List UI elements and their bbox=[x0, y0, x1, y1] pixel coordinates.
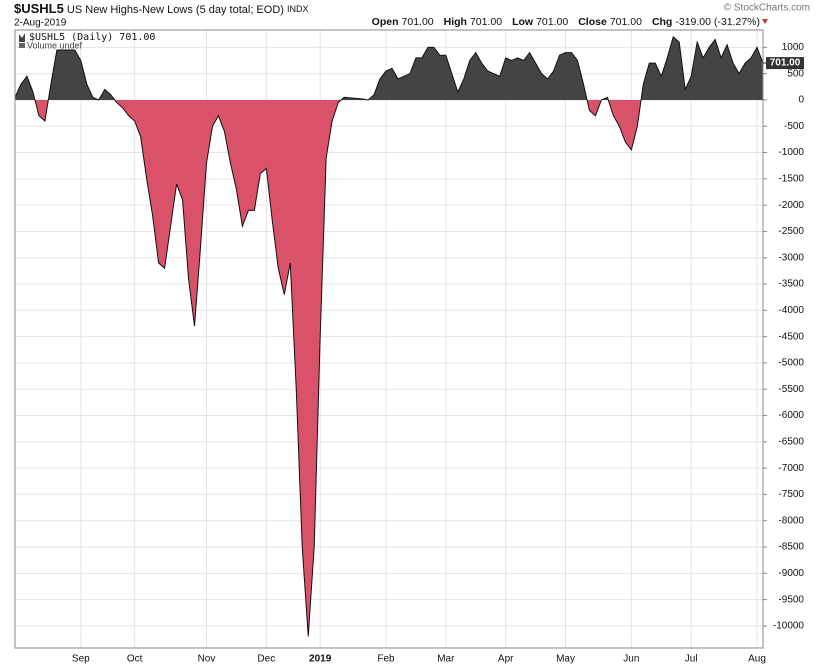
exchange: INDX bbox=[287, 4, 309, 14]
y-tick-label: -6500 bbox=[778, 436, 804, 447]
y-tick-label: -2000 bbox=[778, 200, 804, 211]
quote-label: Open bbox=[372, 16, 399, 28]
quote-label: High bbox=[444, 16, 467, 28]
quote-value: 701.00 bbox=[470, 16, 502, 28]
date: 2-Aug-2019 bbox=[14, 18, 67, 29]
x-tick-label: 2019 bbox=[309, 654, 332, 665]
x-tick-label: May bbox=[556, 654, 575, 665]
quote-value: -319.00 (-31.27%) bbox=[675, 16, 760, 28]
x-tick-label: Mar bbox=[437, 654, 455, 665]
title: US New Highs-New Lows (5 day total; EOD) bbox=[67, 4, 284, 16]
frame bbox=[14, 29, 764, 649]
y-tick-label: 1000 bbox=[782, 42, 805, 53]
y-tick-label: -3500 bbox=[778, 279, 804, 290]
y-tick-label: -2500 bbox=[778, 226, 804, 237]
y-tick-label: -3000 bbox=[778, 252, 804, 263]
y-tick-label: -1500 bbox=[778, 173, 804, 184]
y-tick-label: -8000 bbox=[778, 515, 804, 526]
x-tick-label: Apr bbox=[498, 654, 514, 665]
legend-entry: $USHL5 (Daily) 701.00 bbox=[29, 32, 155, 43]
x-tick-label: Dec bbox=[257, 654, 275, 665]
y-tick-label: -7500 bbox=[778, 489, 804, 500]
legend-entry: Volume undef bbox=[27, 40, 83, 50]
y-tick-label: 0 bbox=[798, 95, 804, 106]
last-value-box bbox=[766, 57, 804, 70]
legend-icon bbox=[19, 43, 25, 48]
symbol: $USHL5 bbox=[14, 1, 64, 16]
x-tick-label: Jul bbox=[685, 654, 698, 665]
y-tick-label: -9000 bbox=[778, 568, 804, 579]
x-tick-label: Oct bbox=[127, 654, 143, 665]
y-tick-label: -8500 bbox=[778, 542, 804, 553]
x-tick-label: Sep bbox=[72, 654, 90, 665]
y-tick-label: -4500 bbox=[778, 331, 804, 342]
x-tick-label: Aug bbox=[748, 654, 766, 665]
y-tick-label: -7000 bbox=[778, 463, 804, 474]
down-arrow bbox=[762, 19, 768, 24]
line bbox=[14, 35, 764, 637]
y-tick-label: -10000 bbox=[773, 621, 805, 632]
y-tick-label: -5500 bbox=[778, 384, 804, 395]
x-tick-label: Nov bbox=[198, 654, 216, 665]
area bbox=[15, 36, 763, 637]
watermark: © StockCharts.com bbox=[724, 3, 810, 14]
y-tick-label: -500 bbox=[784, 121, 804, 132]
quote-value: 701.00 bbox=[610, 16, 642, 28]
quote-label: Low bbox=[512, 16, 534, 28]
legend-icon bbox=[19, 33, 25, 42]
x-tick-label: Jun bbox=[623, 654, 639, 665]
quote-value: 701.00 bbox=[402, 16, 434, 28]
quote-label: Close bbox=[578, 16, 607, 28]
quote-label: Chg bbox=[652, 16, 672, 28]
y-tick-label: -5000 bbox=[778, 358, 804, 369]
chart-title: $USHL5 US New Highs-New Lows (5 day tota… bbox=[14, 1, 309, 16]
y-tick-label: -9500 bbox=[778, 594, 804, 605]
y-tick-label: -4000 bbox=[778, 305, 804, 316]
y-tick-label: -6000 bbox=[778, 410, 804, 421]
y-tick-label: -1000 bbox=[778, 147, 804, 158]
y-tick-label: 500 bbox=[787, 68, 804, 79]
last-value-label: 701.00 bbox=[770, 58, 801, 69]
quote: Open 701.00 High 701.00 Low 701.00 Close 701.00… bbox=[372, 16, 760, 28]
quote-value: 701.00 bbox=[536, 16, 568, 28]
x-tick-label: Feb bbox=[377, 654, 395, 665]
